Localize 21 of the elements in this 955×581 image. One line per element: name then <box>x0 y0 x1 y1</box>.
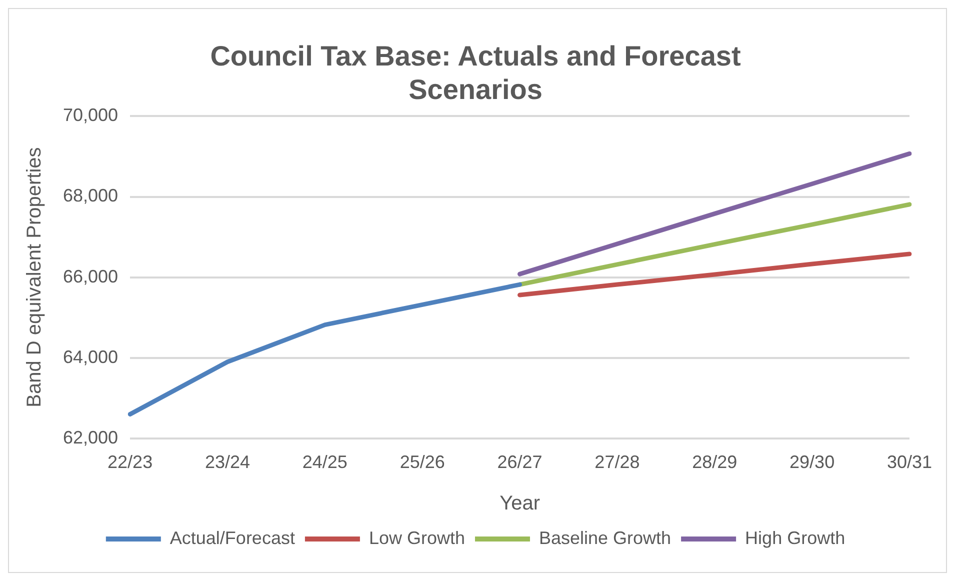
y-axis-title: Band D equivalent Properties <box>24 147 46 408</box>
x-tick-label: 22/23 <box>108 452 153 472</box>
x-tick-label: 27/28 <box>594 452 640 472</box>
x-tick-label: 30/31 <box>886 452 932 472</box>
x-tick-label: 24/25 <box>302 452 348 472</box>
x-tick-label: 23/24 <box>204 452 250 472</box>
x-tick-label: 26/27 <box>497 452 542 472</box>
y-tick-label: 70,000 <box>62 105 118 126</box>
y-tick-label: 62,000 <box>62 427 118 448</box>
x-axis-title: Year <box>500 492 540 515</box>
x-tick-label: 28/29 <box>692 452 738 472</box>
y-tick-label: 64,000 <box>62 346 118 367</box>
legend-label: Low Growth <box>368 528 465 548</box>
y-tick-label: 68,000 <box>62 186 118 206</box>
x-tick-label: 25/26 <box>400 452 445 472</box>
x-tick-label: 29/30 <box>790 452 835 472</box>
legend-label: Baseline Growth <box>538 528 672 548</box>
y-tick-label: 66,000 <box>62 266 118 286</box>
legend-label: Actual/Forecast <box>170 528 295 548</box>
legend-label: High Growth <box>745 528 846 548</box>
chart-title: Council Tax Base: Actuals and Forecast Scenarios <box>210 40 741 106</box>
